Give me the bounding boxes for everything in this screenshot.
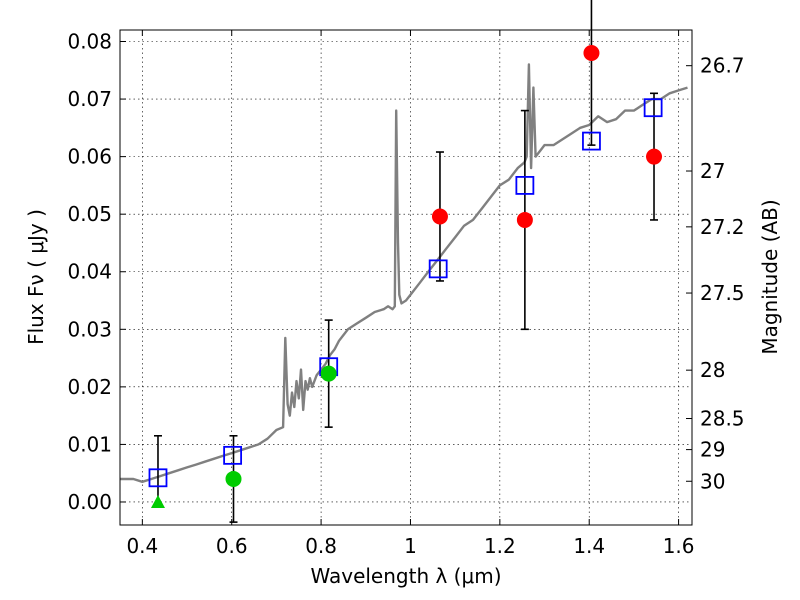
y2-tick-label: 28 xyxy=(700,358,725,382)
x-axis-label: Wavelength λ (μm) xyxy=(310,564,501,588)
x-tick-label: 0.4 xyxy=(126,534,158,558)
model-point xyxy=(643,98,663,118)
y2-tick-label: 28.5 xyxy=(700,407,745,431)
observed-point xyxy=(583,45,600,62)
y-tick-label: 0.07 xyxy=(67,87,112,111)
observed-point xyxy=(646,148,663,165)
model-spectrum xyxy=(120,63,688,483)
model-point xyxy=(223,445,243,465)
y-tick-label: 0.08 xyxy=(67,30,112,54)
y2-tick-label: 27 xyxy=(700,159,725,183)
x-tick-label: 1.6 xyxy=(663,534,695,558)
y-tick-label: 0.00 xyxy=(67,490,112,514)
ticks: 0.4 0.6 0.8 1 1.2 1.4 1.6 0.00 0.01 0.02 0.03 0.04 0… xyxy=(67,30,744,558)
markers xyxy=(148,45,663,508)
x-tick-label: 1 xyxy=(404,534,417,558)
observed-point xyxy=(516,211,533,228)
x-tick-label: 1.2 xyxy=(484,534,516,558)
model-point xyxy=(515,176,535,195)
y2-tick-label: 30 xyxy=(700,469,725,493)
y-tick-label: 0.06 xyxy=(67,145,112,169)
x-tick-label: 1.4 xyxy=(573,534,605,558)
y2-tick-label: 29 xyxy=(700,438,725,462)
y2-tick-label: 26.7 xyxy=(700,54,745,78)
y-tick-label: 0.02 xyxy=(67,375,112,399)
y2-tick-label: 27.2 xyxy=(700,215,745,239)
model-point xyxy=(428,259,448,279)
y-tick-label: 0.04 xyxy=(67,260,112,284)
error-bars xyxy=(153,0,659,523)
model-point xyxy=(582,131,601,151)
y-axis-label: Flux Fν ( μJy ) xyxy=(24,209,48,345)
upper-limit-point xyxy=(150,494,165,508)
observed-point xyxy=(320,365,337,382)
grid xyxy=(120,30,692,525)
x-tick-label: 0.6 xyxy=(216,534,248,558)
observed-point xyxy=(225,470,242,487)
observed-point xyxy=(431,208,448,225)
y-tick-label: 0.05 xyxy=(67,202,112,226)
plot-frame xyxy=(119,29,693,526)
spectrum-line xyxy=(120,63,688,483)
x-tick-label: 0.8 xyxy=(305,534,337,558)
y2-tick-label: 27.5 xyxy=(700,281,745,305)
y-tick-label: 0.03 xyxy=(67,317,112,341)
model-point xyxy=(148,468,168,488)
y2-axis-label: Magnitude (AB) xyxy=(758,199,782,354)
y-tick-label: 0.01 xyxy=(67,432,112,456)
